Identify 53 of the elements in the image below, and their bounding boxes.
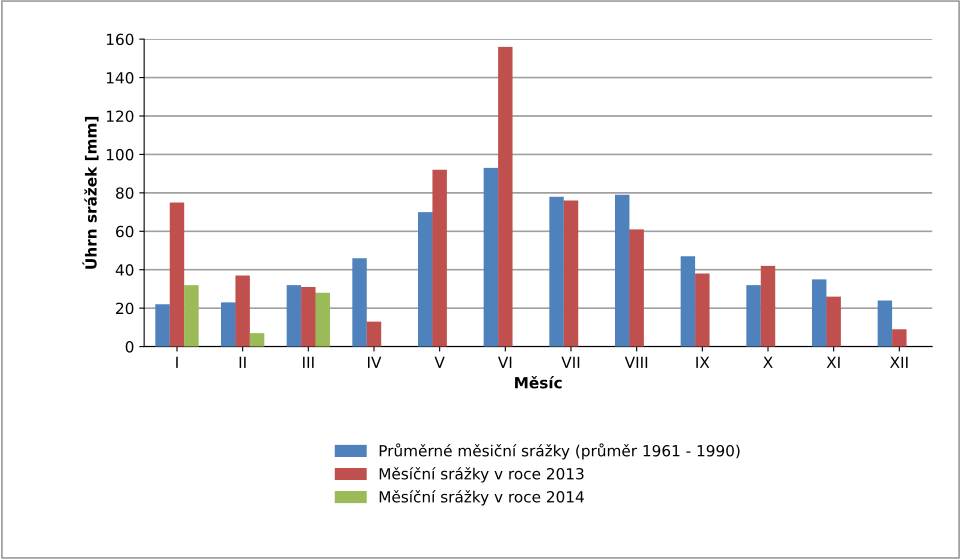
bar — [301, 287, 316, 347]
x-tick-label: X — [763, 356, 773, 368]
bar — [746, 285, 761, 347]
x-tick-label: I — [176, 356, 178, 368]
bar — [484, 168, 498, 347]
bar — [680, 256, 696, 347]
bar — [170, 202, 184, 347]
y-tick-label: 120 — [106, 110, 134, 122]
legend-label: Měsíční srážky v roce 2013 — [380, 467, 584, 483]
y-tick-label: 160 — [106, 34, 134, 46]
bar — [878, 300, 892, 347]
x-tick-label: III — [303, 356, 314, 368]
y-tick-label: 20 — [116, 302, 134, 314]
x-tick-label: IX — [696, 356, 710, 368]
y-tick-label: 0 — [126, 341, 134, 353]
bar — [432, 170, 447, 347]
bar — [564, 200, 578, 347]
x-tick-label: XII — [890, 356, 908, 368]
x-axis-title: Měsíc — [515, 376, 562, 388]
bar — [418, 212, 432, 347]
bar — [366, 322, 382, 347]
bar — [812, 279, 826, 347]
y-tick-label: 100 — [106, 148, 134, 160]
legend-label: Průměrné měsiční srážky (průměr 1961 - 1990) — [380, 443, 740, 460]
y-tick-label: 140 — [106, 72, 134, 84]
x-tick-label: IV — [368, 356, 382, 368]
bar — [826, 296, 841, 347]
x-tick-label: V — [434, 356, 445, 368]
x-tick-label: VI — [498, 356, 512, 368]
legend-label: Měsíční srážky v roce 2014 — [380, 490, 584, 506]
bar — [549, 196, 564, 347]
bar — [316, 292, 330, 347]
bar — [155, 304, 170, 347]
bar — [614, 194, 630, 347]
bar — [760, 266, 776, 347]
y-tick-label: 60 — [116, 226, 134, 238]
x-tick-label: XI — [826, 356, 840, 368]
bar — [695, 274, 710, 347]
bar — [892, 329, 907, 347]
x-tick-label: II — [240, 356, 246, 368]
bar — [184, 285, 199, 347]
x-tick-label: VIII — [624, 356, 648, 368]
bar — [220, 302, 236, 347]
y-tick-label: 80 — [116, 187, 134, 199]
bar — [352, 258, 367, 347]
x-tick-label: VII — [561, 356, 580, 368]
bar — [250, 333, 264, 347]
bar — [629, 229, 644, 347]
y-axis-title: Úhrn srážek [mm] — [82, 116, 99, 269]
bar — [286, 285, 302, 347]
y-tick-label: 40 — [116, 264, 134, 276]
bar — [235, 275, 250, 347]
bar — [498, 46, 513, 347]
